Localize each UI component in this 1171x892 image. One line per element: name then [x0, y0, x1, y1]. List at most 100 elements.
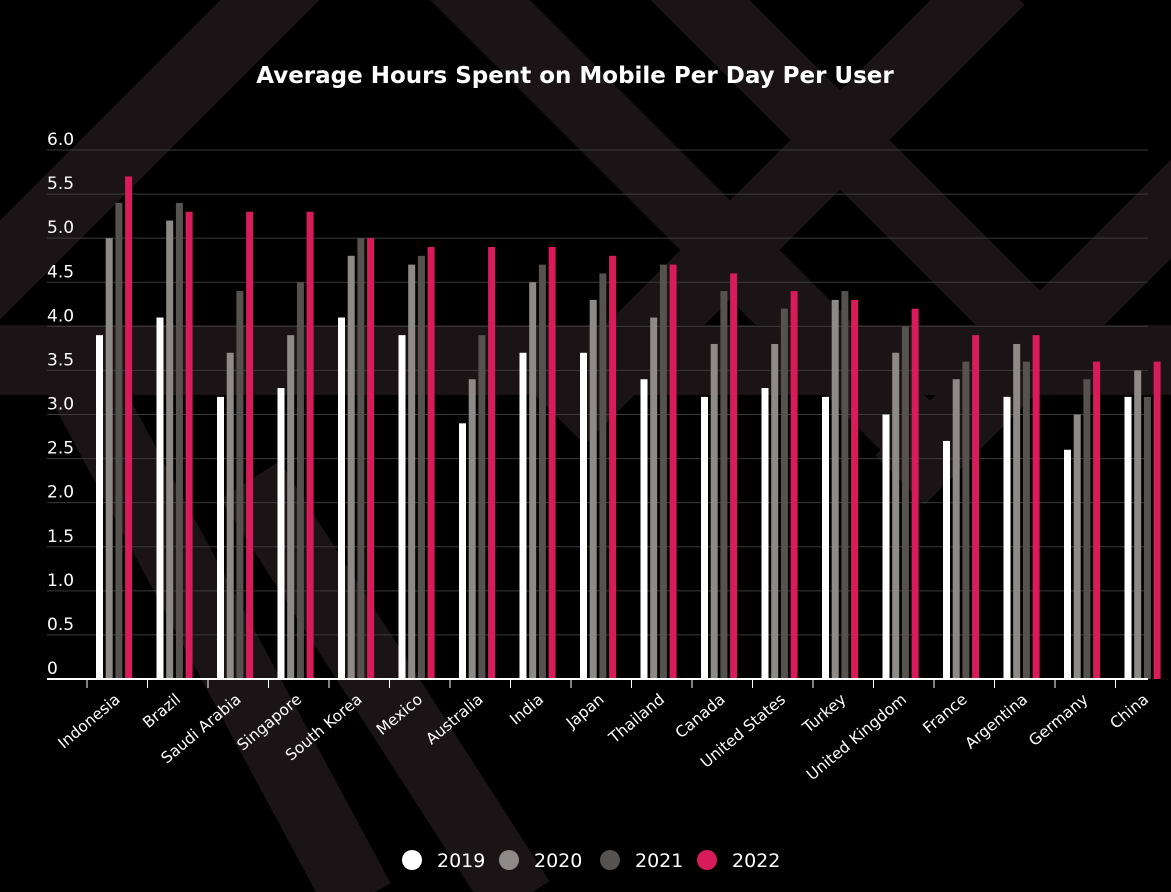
bar-2022-mexico: [427, 246, 435, 679]
bar-2019-turkey: [822, 396, 829, 679]
bar-2022-india: [548, 246, 556, 679]
bar-2019-brazil: [156, 317, 164, 679]
bar-2019-canada: [701, 396, 708, 679]
bar-2021-france: [962, 361, 970, 679]
bar-2021-argentina: [1022, 361, 1030, 679]
bar-2022-united-kingdom: [911, 308, 919, 679]
y-tick-label: 1.0: [47, 571, 74, 591]
y-tick-label: 5.0: [47, 218, 74, 238]
category-label: Indonesia: [55, 690, 124, 752]
category-label: Thailand: [605, 690, 668, 747]
bar-2022-germany: [1093, 361, 1101, 679]
category-label: China: [1107, 690, 1152, 732]
category-label: France: [920, 690, 971, 737]
category-label: United Kingdom: [803, 690, 910, 784]
bar-2020-australia: [468, 379, 476, 679]
y-axis-ticks: 0 0.5 1.0 1.5 2.0 2.5 3.0 3.5 4.0 4.5 5.0 5.5 6.0: [47, 130, 74, 679]
bar-2022-australia: [488, 246, 496, 679]
bar-2019-argentina: [1003, 396, 1011, 679]
y-tick-label: 2.0: [47, 483, 74, 503]
bar-2021-australia: [478, 335, 486, 679]
y-tick-label: 6.0: [47, 130, 74, 150]
bar-2020-united-kingdom: [892, 352, 900, 679]
bar-2022-singapore: [306, 211, 314, 679]
category-label: Japan: [562, 690, 607, 732]
y-tick-label: 4.5: [47, 262, 74, 282]
bar-2019-france: [943, 440, 950, 679]
bar-2021-south-korea: [357, 238, 365, 679]
legend-marker: [600, 850, 620, 870]
legend-item-2022: 2022: [697, 850, 780, 872]
bar-2022-turkey: [851, 299, 859, 679]
y-tick-label: 0.5: [47, 615, 74, 635]
bar-2022-indonesia: [125, 176, 133, 679]
bar-2021-turkey: [841, 291, 849, 679]
y-tick-label: 3.0: [47, 395, 74, 415]
bar-2021-canada: [720, 291, 728, 679]
bar-2020-south-korea: [347, 255, 355, 680]
bar-2021-saudi-arabia: [236, 291, 244, 679]
bar-2019-singapore: [277, 388, 285, 679]
legend-label: 2020: [534, 850, 582, 872]
bar-2019-thailand: [640, 379, 648, 679]
category-label: Canada: [672, 690, 729, 742]
bar-2022-saudi-arabia: [246, 211, 254, 679]
bar-2019-australia: [459, 423, 466, 679]
bar-2021-mexico: [417, 255, 425, 680]
bar-2022-brazil: [185, 211, 193, 679]
y-tick-label: 1.5: [47, 527, 74, 547]
bar-2019-china: [1124, 396, 1132, 679]
bar-2021-indonesia: [115, 202, 123, 679]
category-label: Germany: [1025, 690, 1091, 750]
bar-2022-france: [972, 335, 980, 679]
y-tick-label: 0: [47, 659, 58, 679]
bar-2020-germany: [1073, 414, 1081, 679]
legend-item-2020: 2020: [499, 850, 582, 872]
bar-2020-singapore: [287, 335, 295, 679]
legend-label: 2021: [635, 850, 683, 872]
bar-2020-united-states: [771, 343, 779, 679]
bar-2021-united-kingdom: [901, 326, 909, 679]
y-tick-label: 2.5: [47, 439, 74, 459]
bar-2021-thailand: [659, 264, 667, 679]
y-tick-label: 5.5: [47, 174, 74, 194]
legend-item-2021: 2021: [600, 850, 683, 872]
bar-2022-canada: [730, 273, 738, 679]
bar-2020-mexico: [408, 264, 416, 679]
legend-marker: [499, 850, 519, 870]
bar-2021-united-states: [780, 308, 788, 679]
bar-2020-saudi-arabia: [226, 352, 234, 679]
bar-2020-canada: [710, 343, 718, 679]
bar-2020-japan: [589, 299, 597, 679]
bar-2021-germany: [1083, 379, 1091, 679]
legend-label: 2019: [437, 850, 485, 872]
bar-2020-india: [529, 282, 537, 679]
bar-2021-japan: [599, 273, 607, 679]
legend-item-2019: 2019: [402, 850, 485, 872]
bar-2021-india: [538, 264, 546, 679]
bar-2022-south-korea: [367, 238, 375, 679]
bar-2020-thailand: [650, 317, 658, 679]
bar-2022-argentina: [1032, 335, 1040, 679]
legend-marker: [402, 850, 422, 870]
bar-2020-france: [952, 379, 960, 679]
bar-2019-united-states: [761, 388, 769, 679]
bar-2022-united-states: [790, 291, 798, 679]
bar-2020-turkey: [831, 299, 839, 679]
bar-2020-argentina: [1013, 343, 1021, 679]
bar-2019-south-korea: [338, 317, 345, 679]
bar-2020-indonesia: [105, 238, 113, 679]
bar-2019-japan: [580, 352, 587, 679]
chart-title: Average Hours Spent on Mobile Per Day Pe…: [256, 63, 894, 89]
y-tick-label: 4.0: [47, 306, 74, 326]
bar-2021-brazil: [175, 202, 183, 679]
bar-2022-china: [1153, 361, 1161, 679]
bar-2021-singapore: [296, 282, 304, 679]
category-label: Brazil: [139, 690, 184, 732]
bar-2022-thailand: [669, 264, 677, 679]
bar-2021-china: [1143, 396, 1151, 679]
bar-2022-japan: [609, 255, 617, 680]
